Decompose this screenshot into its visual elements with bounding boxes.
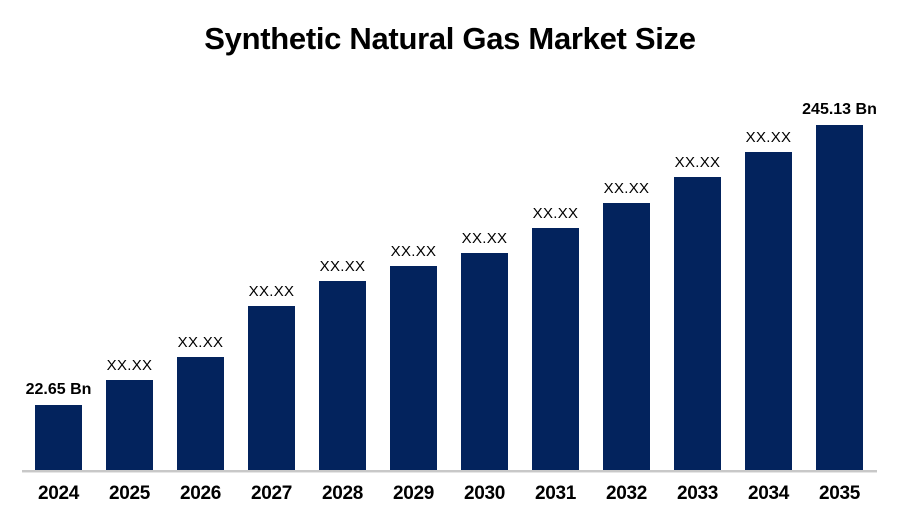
bar-column-2032: XX.XX xyxy=(603,180,650,470)
bar-2031 xyxy=(532,228,579,470)
bar-value-label-2026: XX.XX xyxy=(177,334,224,351)
bar-2029 xyxy=(390,266,437,470)
bar-2024 xyxy=(35,405,82,470)
x-axis-label-2025: 2025 xyxy=(108,483,151,504)
bar-column-2035: 245.13 Bn xyxy=(802,101,877,470)
bar-column-2031: XX.XX xyxy=(532,205,579,470)
x-axis-label-2026: 2026 xyxy=(179,483,222,504)
bar-2032 xyxy=(603,203,650,470)
bar-column-2034: XX.XX xyxy=(745,129,792,470)
x-axis: 2024 2025 2026 2027 2028 2029 2030 2031 2032 2033… xyxy=(22,483,877,505)
bar-value-label-2027: XX.XX xyxy=(248,283,295,300)
x-axis-label-2024: 2024 xyxy=(37,483,80,504)
bar-value-label-2030: XX.XX xyxy=(461,230,508,247)
x-axis-label-2029: 2029 xyxy=(392,483,435,504)
x-axis-label-2028: 2028 xyxy=(321,483,364,504)
bar-value-label-2033: XX.XX xyxy=(674,154,721,171)
bar-2028 xyxy=(319,281,366,470)
bar-column-2030: XX.XX xyxy=(461,230,508,470)
x-axis-line xyxy=(22,470,877,473)
chart-title: Synthetic Natural Gas Market Size xyxy=(204,21,696,56)
bar-2027 xyxy=(248,306,295,470)
x-axis-label-2032: 2032 xyxy=(605,483,648,504)
x-axis-label-2034: 2034 xyxy=(747,483,790,504)
bar-column-2027: XX.XX xyxy=(248,283,295,470)
x-axis-label-2031: 2031 xyxy=(534,483,577,504)
bar-2035 xyxy=(816,125,863,470)
bar-2025 xyxy=(106,380,153,470)
bar-value-label-2028: XX.XX xyxy=(319,258,366,275)
bar-column-2024: 22.65 Bn xyxy=(26,381,91,470)
bar-value-label-2029: XX.XX xyxy=(390,243,437,260)
bar-column-2029: XX.XX xyxy=(390,243,437,470)
x-axis-label-2033: 2033 xyxy=(676,483,719,504)
bar-column-2033: XX.XX xyxy=(674,154,721,470)
bar-value-label-2025: XX.XX xyxy=(106,357,153,374)
x-axis-label-2035: 2035 xyxy=(818,483,861,504)
bar-2033 xyxy=(674,177,721,470)
bar-column-2028: XX.XX xyxy=(319,258,366,470)
bar-2034 xyxy=(745,152,792,470)
plot-area: 22.65 Bn XX.XX XX.XX XX.XX XX.XX XX.XX XX.XX XX… xyxy=(22,86,877,470)
bar-column-2026: XX.XX xyxy=(177,334,224,470)
bar-value-label-2034: XX.XX xyxy=(745,129,792,146)
bar-column-2025: XX.XX xyxy=(106,357,153,470)
bar-value-label-2035: 245.13 Bn xyxy=(802,101,877,118)
bar-2030 xyxy=(461,253,508,470)
x-axis-label-2030: 2030 xyxy=(463,483,506,504)
bar-2026 xyxy=(177,357,224,470)
bar-value-label-2032: XX.XX xyxy=(603,180,650,197)
bar-value-label-2031: XX.XX xyxy=(532,205,579,222)
bar-value-label-2024: 22.65 Bn xyxy=(25,381,92,398)
x-axis-label-2027: 2027 xyxy=(250,483,293,504)
